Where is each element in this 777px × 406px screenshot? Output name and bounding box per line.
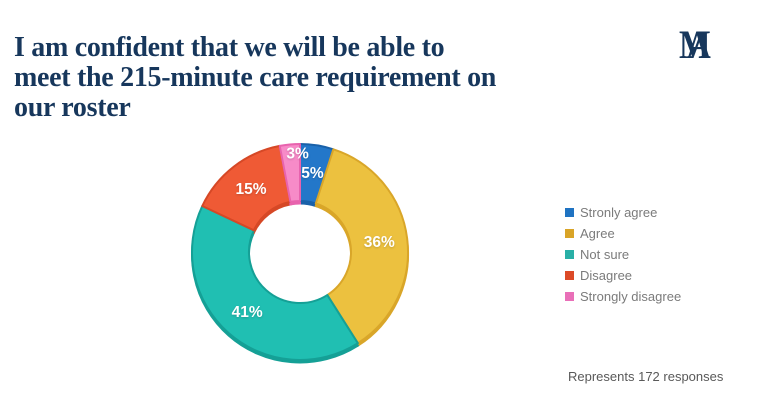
legend-swatch <box>565 250 574 259</box>
page-title: I am confident that we will be able to m… <box>14 33 644 123</box>
legend-item: Stronly agree <box>565 205 681 220</box>
donut-slice-strongly-disagree <box>278 142 301 203</box>
slice-value-label-strongly-disagree: 3% <box>286 146 309 163</box>
ma-monogram-logo: M A <box>679 25 716 65</box>
donut-slice-not-sure <box>191 205 359 361</box>
logo-letter-m: M <box>679 22 711 67</box>
title-line-1: I am confident that we will be able to <box>14 32 445 63</box>
slice-value-label-not-sure: 41% <box>232 304 263 321</box>
donut-chart-svg: 5% 36% 41% 15% 3% <box>191 142 409 364</box>
logo-letter-a: A <box>686 22 711 67</box>
title-line-3: our roster <box>14 92 131 123</box>
legend-item: Strongly disagree <box>565 289 682 304</box>
footnote-text: Represents 172 responses <box>568 369 724 384</box>
title-line-2: meet the 215-minute care requirement on <box>14 62 497 93</box>
legend-item-label: Stronly agree <box>580 205 658 220</box>
slice-value-label-stronly-agree: 5% <box>301 165 324 182</box>
donut-slice-agree <box>314 148 409 345</box>
legend: Stronly agree Agree Not sure Disagree St… <box>565 205 682 311</box>
legend-item-label: Agree <box>580 226 615 241</box>
legend-swatch <box>565 271 574 280</box>
legend-item: Agree <box>565 226 681 241</box>
legend-item-label: Not sure <box>580 247 630 262</box>
donut-chart: 5% 36% 41% 15% 3% <box>185 139 415 369</box>
legend-swatch <box>565 208 574 217</box>
legend-item-label: Strongly disagree <box>580 289 682 304</box>
legend-swatch <box>565 229 574 238</box>
legend-item: Not sure <box>565 247 681 262</box>
slice-value-label-disagree: 15% <box>235 181 266 198</box>
slice-value-label-agree: 36% <box>364 234 395 251</box>
legend-swatch <box>565 292 574 301</box>
legend-item: Disagree <box>565 268 681 283</box>
legend-item-label: Disagree <box>580 268 633 283</box>
